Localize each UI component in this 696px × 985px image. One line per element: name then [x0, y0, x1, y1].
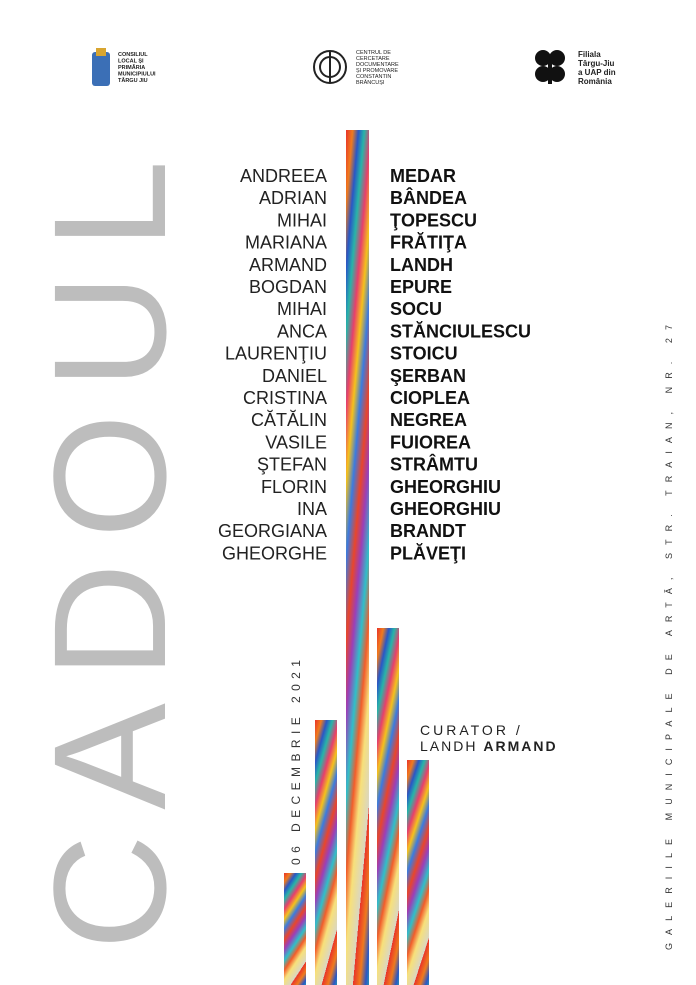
artist-last-name: FUIOREA	[390, 432, 471, 452]
curator-given-name: ARMAND	[483, 738, 557, 754]
artist-first-name: ANCA	[277, 321, 327, 341]
artist-last-name: GHEORGHIU	[390, 499, 501, 519]
artist-last-name: CIOPLEA	[390, 388, 470, 408]
artist-first-name: LAURENŢIU	[225, 344, 327, 364]
paint-bars	[284, 130, 429, 985]
artist-last-name: LANDH	[390, 255, 453, 275]
artist-first-name: ARMAND	[249, 255, 327, 275]
logo-text: Filiala	[578, 50, 601, 59]
logo-text: PRIMĂRIA	[118, 64, 145, 71]
artist-last-name: EPURE	[390, 277, 452, 297]
logo-text: a UAP din	[578, 68, 616, 77]
artist-last-name: STĂNCIULESCU	[390, 320, 531, 341]
artist-first-name: GHEORGHE	[222, 543, 327, 563]
artist-first-name: GEORGIANA	[218, 521, 327, 541]
artist-last-name: FRĂTIŢA	[390, 232, 467, 253]
date: 06 DECEMBRIE 2021	[289, 660, 303, 865]
curator-surname: LANDH	[420, 738, 477, 754]
artist-first-name: MIHAI	[277, 210, 327, 230]
logo-text: Târgu-Jiu	[578, 59, 615, 68]
venue: GALERIILE MUNICIPALE DE ARTĂ, STR. TRAIA…	[664, 325, 674, 950]
logo-text: DOCUMENTARE	[356, 62, 399, 68]
logo-text: CONSILIUL	[118, 52, 148, 58]
artist-first-name: ŞTEFAN	[257, 455, 327, 475]
artist-last-name: BRANDT	[390, 521, 466, 541]
curator-label: CURATOR /	[420, 722, 523, 738]
logo-text: CENTRUL DE	[356, 50, 391, 56]
logo-text: TÂRGU JIU	[118, 77, 148, 84]
artist-first-name: DANIEL	[262, 366, 327, 386]
logo-text: CERCETARE	[356, 56, 390, 62]
artist-first-name: MARIANA	[245, 233, 327, 253]
artist-first-name: CRISTINA	[243, 388, 327, 408]
logo-text: ȘI PROMOVARE	[356, 68, 398, 74]
artist-first-name: ANDREEA	[240, 166, 327, 186]
artist-last-name: BÂNDEA	[390, 187, 467, 208]
artist-first-name: BOGDAN	[249, 277, 327, 297]
curator-name: LANDH ARMAND	[420, 738, 558, 754]
artist-last-name: ŢOPESCU	[390, 210, 477, 230]
logo-text: MUNICIPIULUI	[118, 72, 156, 78]
artist-last-name: STOICU	[390, 344, 458, 364]
logo-text: România	[578, 77, 612, 86]
artist-last-name: NEGREA	[390, 410, 467, 430]
artist-last-name: GHEORGHIU	[390, 477, 501, 497]
artist-first-name: CĂTĂLIN	[251, 410, 327, 430]
artist-last-name: MEDAR	[390, 166, 456, 186]
artist-first-name: ADRIAN	[259, 188, 327, 208]
artist-first-name: MIHAI	[277, 299, 327, 319]
logo-text: LOCAL ȘI	[118, 59, 144, 65]
title: CADOUL	[20, 160, 199, 950]
artist-last-name: STRÂMTU	[390, 454, 478, 475]
artist-first-name: VASILE	[265, 432, 327, 452]
artist-first-name: FLORIN	[261, 477, 327, 497]
artist-last-name: SOCU	[390, 299, 442, 319]
artist-last-name: ŞERBAN	[390, 366, 466, 386]
center-logo-icon	[313, 50, 347, 84]
logo-text: BRÂNCUȘI	[356, 79, 385, 86]
logo-text: CONSTANTIN	[356, 74, 391, 80]
right-logo-icon	[535, 50, 565, 84]
left-logo-icon	[92, 48, 110, 86]
artist-last-name: PLĂVEŢI	[390, 542, 466, 563]
artist-first-name: INA	[297, 499, 327, 519]
